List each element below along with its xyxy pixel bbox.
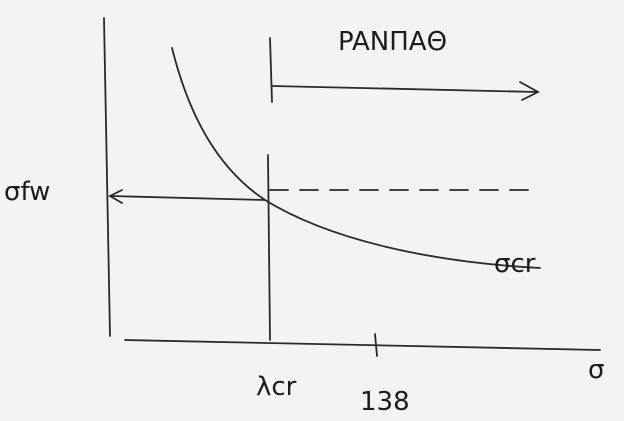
x-axis-label: σ — [588, 355, 604, 385]
paper — [0, 0, 624, 421]
x-point-label: λcr — [256, 372, 297, 402]
curve-label: σcr — [494, 249, 536, 279]
y-level-label: σfw — [4, 177, 50, 207]
region-label: PANΠAΘ — [338, 27, 447, 57]
sketch: PANΠAΘ σfw σcr λcr 138 σ — [0, 0, 624, 421]
x-tick-label: 138 — [360, 387, 410, 417]
page: {"labels": {"title": "PANΠAΘ", "y_level"… — [0, 0, 624, 421]
